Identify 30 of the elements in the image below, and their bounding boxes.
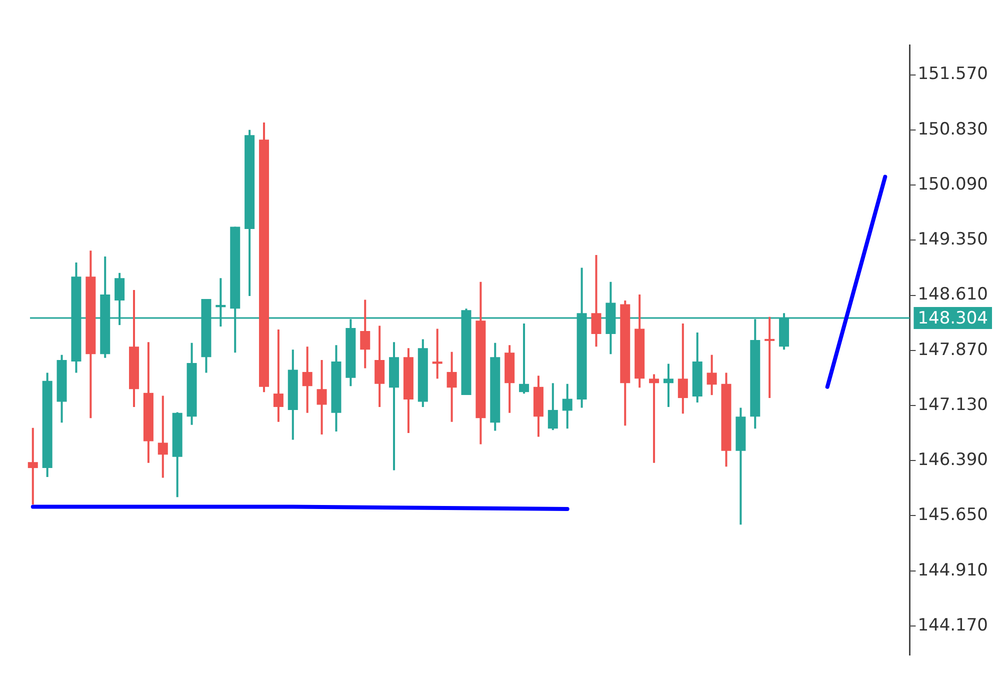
candlestick xyxy=(519,322,530,395)
y-tick-label: 150.090 xyxy=(918,174,988,194)
y-tick-label: 151.570 xyxy=(918,64,988,84)
candlestick xyxy=(302,346,312,414)
candlestick xyxy=(446,350,457,423)
candlestick xyxy=(764,316,775,400)
candlestick xyxy=(158,394,168,479)
candlestick xyxy=(273,328,284,423)
candlestick xyxy=(649,373,660,464)
candlestick xyxy=(678,322,688,415)
y-tick-label: 146.390 xyxy=(918,450,988,470)
candlestick xyxy=(663,362,674,408)
candlestick xyxy=(706,354,717,396)
y-tick-label: 145.650 xyxy=(918,505,988,526)
y-tick-label: 147.870 xyxy=(918,340,988,360)
candlestick xyxy=(316,359,327,436)
y-tick-label: 144.170 xyxy=(918,615,988,636)
candlestick xyxy=(28,426,38,506)
candlestick xyxy=(562,382,572,430)
candlestick xyxy=(591,254,602,348)
candlestick xyxy=(548,382,558,432)
ref-line-label: 148.304 xyxy=(918,308,988,328)
y-tick-label: 149.350 xyxy=(918,230,988,250)
y-tick-label: 144.910 xyxy=(918,560,988,580)
candlestick xyxy=(374,324,385,408)
candlestick xyxy=(432,328,442,380)
y-tick-label: 148.610 xyxy=(918,284,988,305)
y-tick-label: 147.130 xyxy=(918,394,988,415)
candlestick xyxy=(360,298,370,370)
y-tick-label: 150.830 xyxy=(918,119,988,140)
